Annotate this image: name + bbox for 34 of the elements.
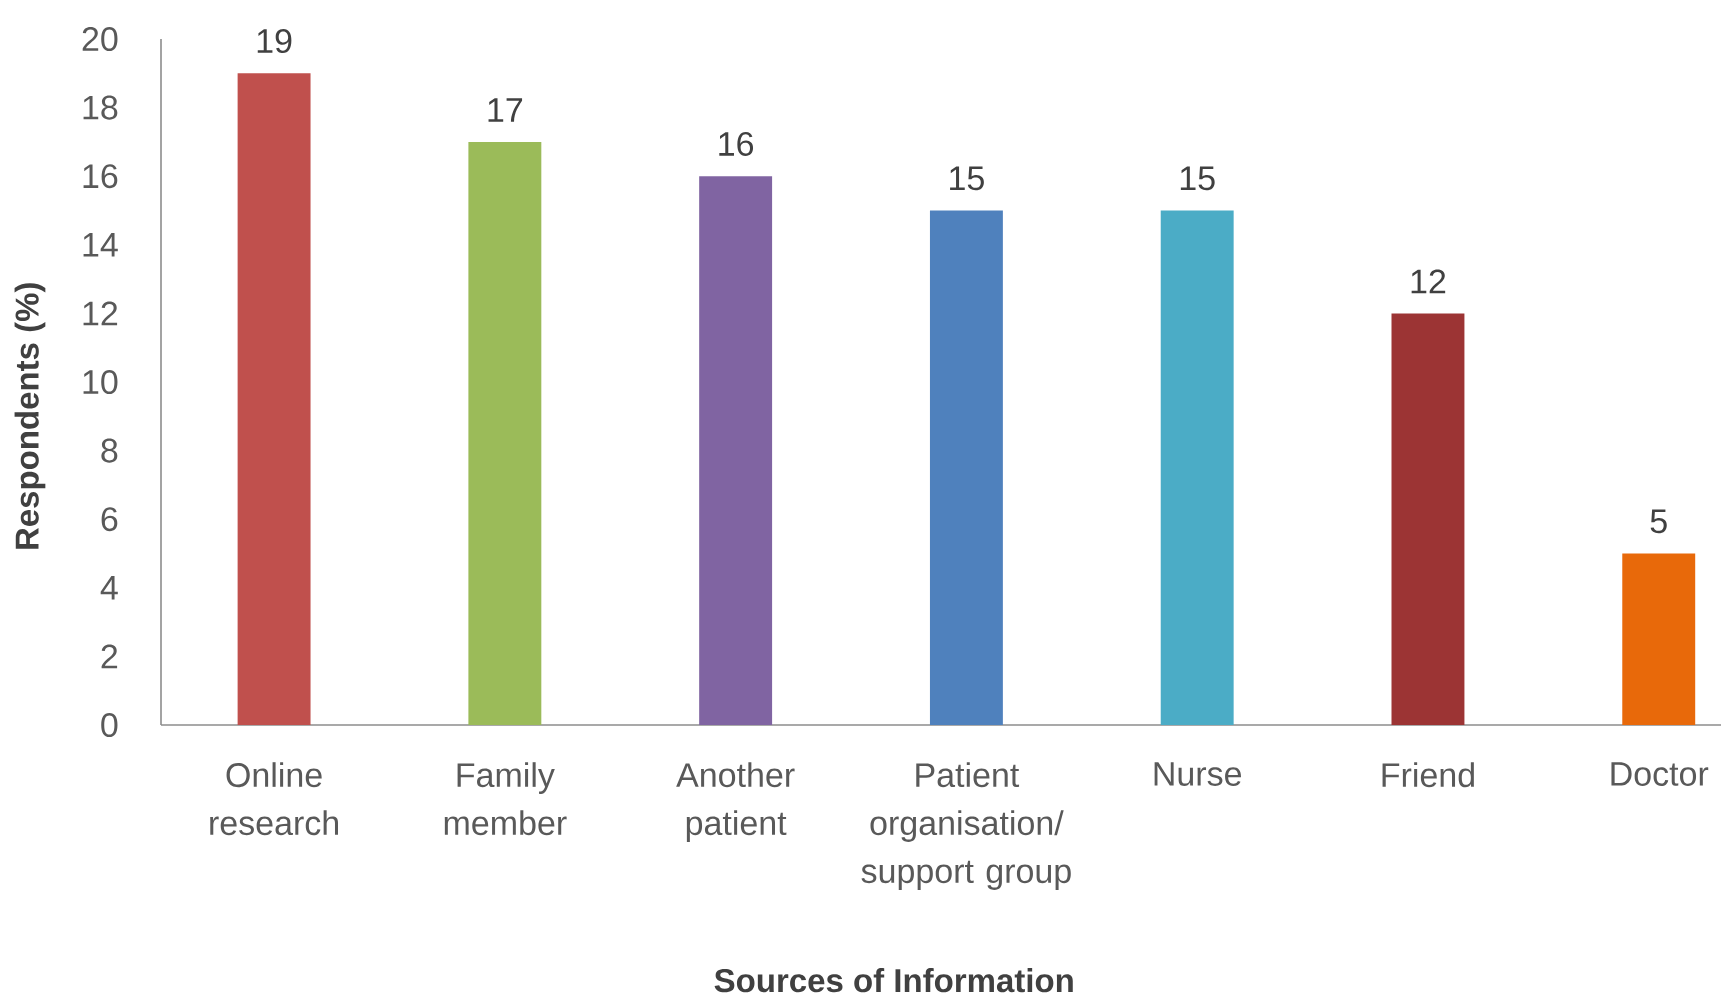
y-tick-label: 14	[83, 233, 118, 257]
y-tick-label: 8	[101, 438, 118, 463]
y-tick-label: 0	[101, 712, 118, 738]
data-label: 15	[1180, 166, 1215, 191]
y-tick-label: 10	[83, 369, 118, 395]
y-tick-label: 12	[83, 301, 118, 326]
bar	[1622, 553, 1696, 725]
data-label: 16	[719, 131, 754, 156]
x-tick-label: Doctor	[1611, 762, 1709, 786]
x-tick-label: Friend	[1382, 762, 1474, 788]
bar	[1391, 313, 1465, 725]
bar	[1160, 210, 1234, 725]
bar	[699, 176, 773, 725]
x-tick-label: Family member	[444, 762, 567, 836]
y-tick-label: 18	[83, 95, 118, 120]
x-axis-title: Sources of Information	[714, 968, 1073, 993]
x-tick-label: Nurse	[1154, 762, 1242, 786]
bar	[468, 141, 542, 725]
y-tick-label: 6	[101, 507, 118, 532]
data-label: 17	[488, 98, 523, 122]
data-label: 12	[1411, 269, 1446, 294]
bar	[237, 73, 311, 725]
y-tick-label: 20	[82, 26, 118, 52]
x-tick-label: Patient organisation/ support group	[861, 762, 1071, 890]
x-tick-label: Another patient	[676, 762, 795, 842]
data-label: 5	[1650, 509, 1667, 534]
y-tick-label: 4	[100, 576, 118, 600]
x-tick-label: Online research	[210, 762, 338, 836]
data-label: 19	[257, 29, 292, 54]
y-axis-title: Respondents (%)	[14, 283, 46, 549]
bar	[929, 210, 1003, 725]
data-label: 15	[950, 166, 984, 191]
y-tick-label: 16	[83, 164, 118, 189]
y-tick-label: 2	[101, 644, 118, 669]
